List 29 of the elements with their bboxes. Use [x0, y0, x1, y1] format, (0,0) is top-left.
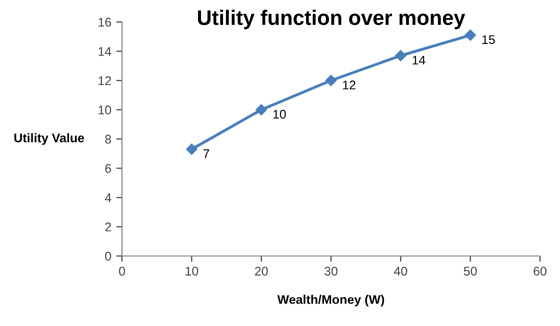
y-tick-label: 6 — [105, 164, 112, 173]
y-tick-label: 0 — [105, 252, 112, 261]
x-tick-label: 20 — [255, 266, 268, 276]
x-tick-label: 0 — [119, 266, 125, 276]
x-tick-label: 30 — [324, 266, 338, 276]
y-tick-label: 12 — [98, 76, 111, 86]
y-axis-title: Utility Value — [14, 133, 84, 145]
y-tick-label: 14 — [98, 47, 112, 56]
y-tick-label: 8 — [105, 134, 112, 144]
x-tick-label: 40 — [394, 266, 408, 276]
point — [186, 144, 198, 155]
data-label: 15 — [482, 35, 495, 44]
y-tick-label: 10 — [98, 106, 112, 114]
y-tick-label: 16 — [98, 18, 112, 27]
point — [395, 50, 406, 62]
x-axis-title: Wealth/Money (W) — [277, 294, 384, 306]
data-label: 7 — [203, 149, 210, 158]
point — [256, 104, 267, 116]
y-tick-label: 2 — [105, 222, 111, 232]
point — [325, 74, 337, 86]
data-label: 14 — [412, 56, 426, 64]
x-tick-label: 50 — [464, 266, 477, 276]
x-tick-label: 60 — [534, 266, 546, 276]
x-tick-label: 10 — [186, 266, 198, 276]
chart-title: Utility function over money — [198, 10, 466, 30]
data-label: 10 — [273, 110, 286, 119]
data-label: 12 — [343, 80, 356, 90]
point — [464, 30, 476, 41]
y-tick-label: 4 — [104, 193, 112, 202]
